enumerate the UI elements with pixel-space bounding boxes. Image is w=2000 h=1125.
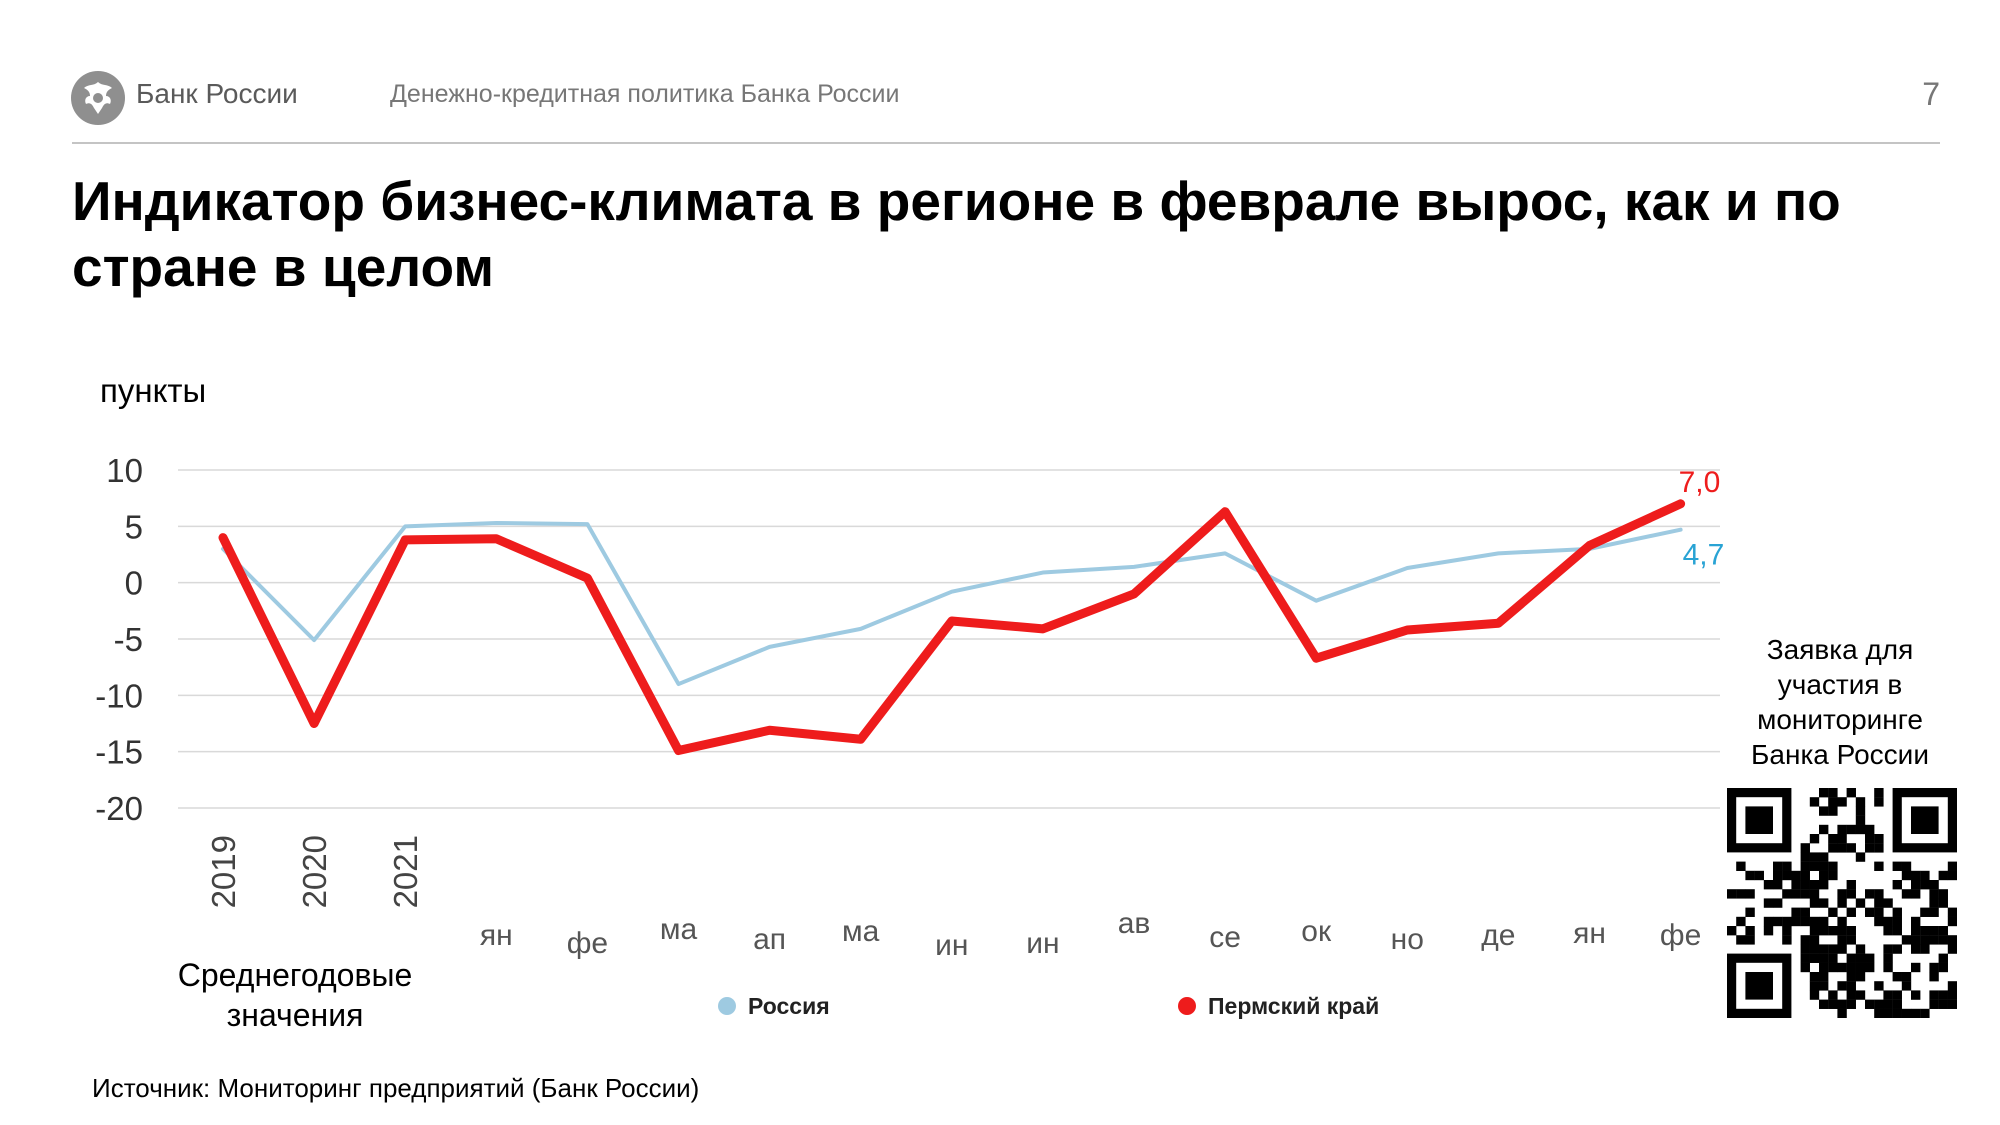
bank-emblem-icon — [71, 71, 125, 125]
data-label-perm: 7,0 — [1679, 466, 1721, 499]
legend-item-perm: Пермский край — [1178, 992, 1379, 1020]
page-number: 7 — [1922, 76, 1940, 112]
legend-swatch-russia — [718, 997, 736, 1015]
x-tick-label: 2019 — [205, 835, 242, 908]
series-line-russia — [221, 520, 1683, 687]
slide-title: Индикатор бизнес-климата в регионе в фев… — [72, 170, 1841, 298]
header-divider — [72, 142, 1940, 144]
y-tick-label: -5 — [114, 621, 143, 658]
y-tick-label: 0 — [125, 565, 143, 602]
document-title: Денежно-кредитная политика Банка России — [390, 80, 900, 108]
x-tick-label: ма — [842, 915, 880, 948]
x-tick-label: де — [1481, 919, 1515, 952]
annual-average-caption: Среднегодовые значения — [177, 957, 413, 1033]
x-tick-label: фе — [567, 927, 608, 960]
x-tick-label: ин — [935, 929, 968, 962]
data-label-russia: 4,7 — [1683, 539, 1725, 572]
legend-label-russia: Россия — [748, 992, 830, 1019]
x-tick-label: ап — [753, 923, 786, 956]
x-tick-label: ма — [660, 913, 698, 946]
legend-item-russia: Россия — [718, 992, 830, 1020]
y-tick-label: 10 — [106, 452, 143, 489]
source-note: Источник: Мониторинг предприятий (Банк Р… — [92, 1073, 700, 1103]
y-tick-label: -10 — [95, 677, 143, 714]
qr-caption: Заявка для участия в мониторинге Банка Р… — [1751, 634, 1929, 770]
qr-code-icon[interactable] — [1727, 788, 1957, 1018]
x-tick-label: 2020 — [296, 835, 333, 908]
x-tick-label: ян — [480, 919, 513, 952]
series-line-perm — [218, 499, 1686, 756]
x-tick-label: се — [1209, 921, 1241, 954]
x-tick-label: фе — [1660, 919, 1701, 952]
legend-label-perm: Пермский край — [1208, 992, 1380, 1019]
x-tick-label: но — [1391, 923, 1424, 956]
x-tick-label: ян — [1573, 917, 1606, 950]
y-tick-label: -15 — [95, 734, 143, 771]
x-tick-label: ав — [1118, 907, 1151, 940]
y-tick-label: 5 — [125, 508, 143, 545]
x-tick-label: ин — [1026, 927, 1059, 960]
x-tick-label: 2021 — [387, 835, 424, 908]
legend-swatch-perm — [1178, 997, 1196, 1015]
y-axis-unit-label: пункты — [100, 372, 207, 409]
bank-name: Банк России — [136, 78, 298, 109]
y-tick-label: -20 — [95, 790, 143, 827]
x-tick-label: ок — [1301, 915, 1332, 948]
